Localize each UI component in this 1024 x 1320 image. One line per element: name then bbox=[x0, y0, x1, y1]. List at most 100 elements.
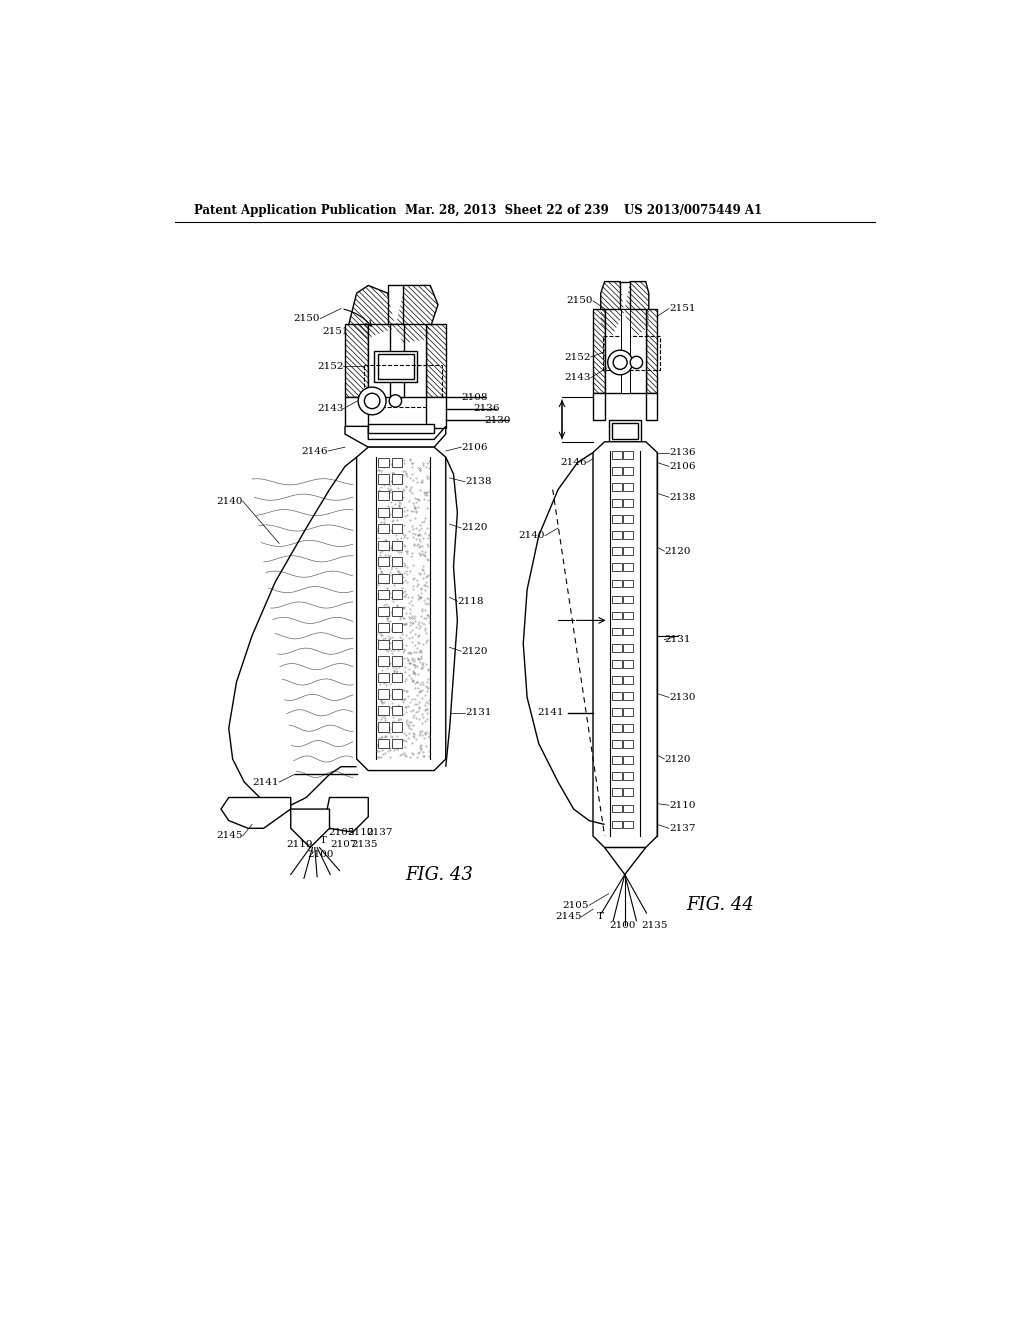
Text: 2131: 2131 bbox=[465, 709, 492, 717]
Bar bbox=[378, 590, 389, 599]
Text: 2145: 2145 bbox=[216, 832, 243, 841]
Polygon shape bbox=[345, 426, 445, 447]
Bar bbox=[624, 595, 633, 603]
Bar bbox=[391, 491, 402, 500]
Bar bbox=[378, 524, 389, 533]
Bar bbox=[378, 507, 389, 516]
Polygon shape bbox=[345, 323, 369, 397]
Bar bbox=[391, 656, 402, 665]
Bar bbox=[624, 772, 633, 780]
Text: 2140: 2140 bbox=[518, 531, 545, 540]
Text: 2110: 2110 bbox=[347, 829, 374, 837]
Text: 2120: 2120 bbox=[461, 647, 487, 656]
Bar bbox=[391, 541, 402, 550]
Bar bbox=[611, 788, 622, 796]
Bar bbox=[375, 351, 417, 381]
Bar bbox=[378, 574, 389, 583]
Bar bbox=[624, 499, 633, 507]
Bar bbox=[611, 821, 622, 829]
Bar bbox=[621, 281, 630, 339]
Bar bbox=[611, 676, 622, 684]
Bar bbox=[611, 451, 622, 459]
Text: 2120: 2120 bbox=[665, 546, 691, 556]
Circle shape bbox=[607, 350, 633, 375]
Circle shape bbox=[613, 355, 627, 370]
Text: 2108: 2108 bbox=[461, 392, 487, 401]
Text: 2119: 2119 bbox=[286, 840, 312, 849]
Bar bbox=[391, 590, 402, 599]
Bar bbox=[624, 660, 633, 668]
Bar bbox=[624, 788, 633, 796]
Text: 2105: 2105 bbox=[328, 829, 354, 837]
Bar bbox=[624, 483, 633, 491]
Bar bbox=[378, 623, 389, 632]
Bar bbox=[378, 458, 389, 467]
Bar bbox=[624, 725, 633, 731]
Text: FIG. 44: FIG. 44 bbox=[686, 896, 754, 915]
Bar bbox=[621, 309, 630, 393]
Bar bbox=[378, 354, 414, 379]
Bar bbox=[611, 548, 622, 556]
Bar bbox=[369, 424, 434, 433]
Bar bbox=[611, 708, 622, 715]
Bar bbox=[426, 397, 445, 428]
Bar bbox=[378, 541, 389, 550]
Text: 2137: 2137 bbox=[367, 829, 393, 837]
Text: 2143: 2143 bbox=[564, 374, 591, 383]
Bar bbox=[624, 708, 633, 715]
Polygon shape bbox=[388, 285, 403, 343]
Bar bbox=[391, 623, 402, 632]
Bar bbox=[624, 564, 633, 572]
Text: 2118: 2118 bbox=[458, 597, 484, 606]
Text: 2136: 2136 bbox=[473, 404, 500, 413]
Bar bbox=[391, 640, 402, 649]
Text: 2135: 2135 bbox=[351, 840, 378, 849]
Text: T: T bbox=[319, 836, 327, 845]
Text: 2151: 2151 bbox=[669, 304, 695, 313]
Bar bbox=[391, 524, 402, 533]
Bar bbox=[391, 706, 402, 715]
Bar bbox=[378, 722, 389, 731]
Text: 2130: 2130 bbox=[669, 693, 695, 702]
Circle shape bbox=[358, 387, 386, 414]
Bar bbox=[369, 323, 426, 397]
Text: 2131: 2131 bbox=[665, 635, 691, 644]
Bar bbox=[624, 756, 633, 764]
Bar bbox=[611, 611, 622, 619]
Bar bbox=[603, 335, 659, 370]
Text: 2141: 2141 bbox=[537, 709, 563, 717]
Circle shape bbox=[389, 395, 401, 407]
Bar bbox=[611, 804, 622, 812]
Bar bbox=[378, 607, 389, 616]
Bar bbox=[390, 323, 403, 397]
Text: 2106: 2106 bbox=[669, 462, 695, 471]
Bar bbox=[624, 579, 633, 587]
Bar bbox=[611, 483, 622, 491]
Bar bbox=[391, 689, 402, 698]
Bar bbox=[611, 628, 622, 635]
Text: 2143: 2143 bbox=[317, 404, 343, 413]
Text: 2146: 2146 bbox=[301, 446, 328, 455]
Text: 2145: 2145 bbox=[555, 912, 582, 921]
Bar bbox=[611, 595, 622, 603]
Bar bbox=[611, 564, 622, 572]
Text: 2152: 2152 bbox=[564, 352, 591, 362]
Text: 2141: 2141 bbox=[253, 777, 280, 787]
Bar bbox=[624, 628, 633, 635]
Polygon shape bbox=[646, 309, 657, 393]
Text: 2150: 2150 bbox=[566, 297, 593, 305]
Text: 2105: 2105 bbox=[562, 900, 589, 909]
Text: US 2013/0075449 A1: US 2013/0075449 A1 bbox=[624, 205, 762, 218]
Text: 2110: 2110 bbox=[669, 801, 695, 809]
Text: 2151: 2151 bbox=[323, 327, 349, 337]
Text: Patent Application Publication: Patent Application Publication bbox=[194, 205, 396, 218]
Text: 2138: 2138 bbox=[669, 492, 695, 502]
Bar bbox=[624, 741, 633, 748]
Polygon shape bbox=[356, 447, 445, 771]
Bar bbox=[391, 474, 402, 483]
Polygon shape bbox=[349, 285, 395, 339]
Bar bbox=[611, 692, 622, 700]
Text: 2130: 2130 bbox=[484, 416, 511, 425]
Bar bbox=[611, 424, 638, 438]
Bar bbox=[391, 607, 402, 616]
